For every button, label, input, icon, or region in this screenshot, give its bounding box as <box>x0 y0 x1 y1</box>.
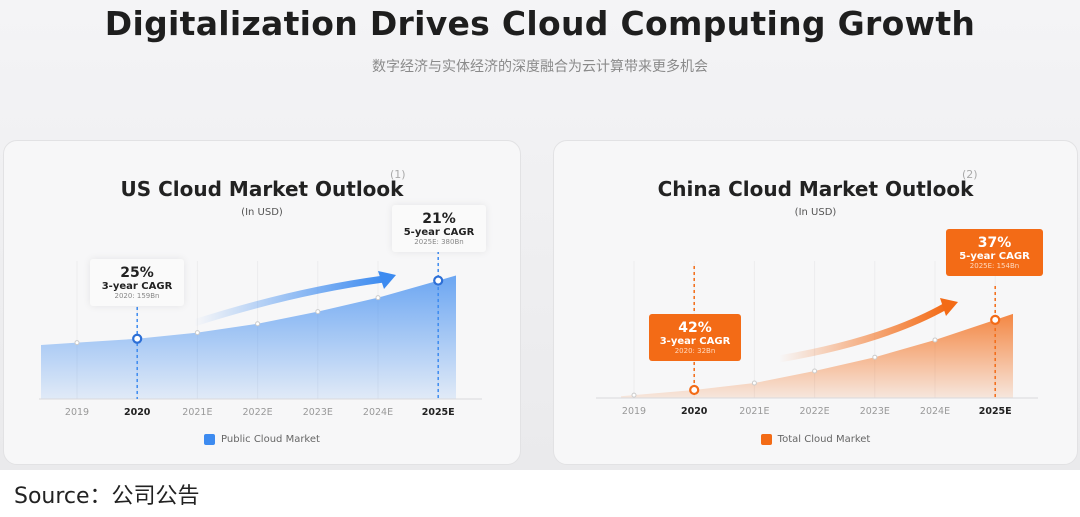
chart-unit: (In USD) <box>794 207 837 218</box>
china-chart-card: China Cloud Market Outlook (2) (In USD) … <box>553 140 1078 465</box>
page-title: Digitalization Drives Cloud Computing Gr… <box>104 4 976 43</box>
page-subtitle: 数字经济与实体经济的深度融合为云计算带来更多机会 <box>372 59 708 75</box>
data-point <box>689 384 700 396</box>
data-point <box>990 314 1001 325</box>
callout-value: 2025E: 380Bn <box>414 238 464 246</box>
callout-2025e: 21% 5-year CAGR 2025E: 380Bn <box>392 205 486 252</box>
legend-swatch <box>204 434 216 445</box>
area-series <box>621 313 1013 398</box>
callout-value: 2020: 159Bn <box>114 292 160 300</box>
arrow-head-icon <box>378 271 396 289</box>
footnote-marker: (2) <box>962 168 978 181</box>
x-tick-label: 2023E <box>303 407 333 418</box>
x-tick-label: 2022E <box>243 407 273 418</box>
chart-legend: Public Cloud Market <box>4 434 520 445</box>
legend-label: Public Cloud Market <box>221 434 320 445</box>
callout-pct: 42% <box>678 320 712 336</box>
callout-pct: 25% <box>120 265 154 281</box>
data-point <box>132 333 143 344</box>
chart-plot: 2019 2020 2021E 2022E 2023E 2024E 2025E <box>39 251 482 418</box>
us-chart-card: US Cloud Market Outlook (1) (In USD) 201… <box>3 140 521 465</box>
callout-label: 3-year CAGR <box>101 281 173 292</box>
footnote-marker: (1) <box>390 168 406 181</box>
x-tick-label: 2023E <box>860 406 890 417</box>
data-point <box>812 368 818 374</box>
x-tick-label: 2025E <box>422 407 455 418</box>
data-point <box>631 392 637 398</box>
data-point <box>255 321 261 327</box>
callout-value: 2020: 32Bn <box>674 347 716 355</box>
area-series <box>41 275 456 399</box>
x-tick-label: 2019 <box>65 407 89 418</box>
x-tick-label: 2019 <box>622 406 646 417</box>
data-point <box>194 330 200 336</box>
legend-swatch <box>760 434 772 445</box>
source-note: Source：公司公告 <box>14 484 200 509</box>
data-point <box>872 354 878 360</box>
callout-pct: 21% <box>422 211 456 227</box>
chart-unit: (In USD) <box>241 207 283 218</box>
data-point <box>74 340 80 346</box>
callout-pct: 37% <box>977 235 1012 251</box>
x-tick-label: 2022E <box>800 406 830 417</box>
callout-2020: 42% 3-year CAGR 2020: 32Bn <box>649 314 741 361</box>
chart-title: US Cloud Market Outlook <box>120 177 404 201</box>
chart-legend: Total Cloud Market <box>554 434 1077 445</box>
callout-label: 5-year CAGR <box>403 227 475 238</box>
callout-value: 2025E: 154Bn <box>969 262 1020 270</box>
callout-label: 5-year CAGR <box>959 251 1030 262</box>
chart-plot: 2019 2020 2021E 2022E 2023E 2024E 2025E <box>596 261 1038 417</box>
x-tick-label: 2024E <box>363 407 393 418</box>
trend-arrow <box>778 302 948 363</box>
x-tick-label: 2021E <box>739 406 769 417</box>
data-point <box>932 337 938 343</box>
data-point <box>433 275 444 286</box>
callout-label: 3-year CAGR <box>659 336 731 347</box>
callout-2020: 25% 3-year CAGR 2020: 159Bn <box>90 259 184 306</box>
arrow-head-icon <box>940 298 958 316</box>
data-point <box>315 309 321 315</box>
x-tick-label: 2020 <box>681 406 708 417</box>
x-tick-label: 2025E <box>979 406 1012 417</box>
x-tick-label: 2024E <box>920 406 950 417</box>
x-tick-label: 2020 <box>124 407 151 418</box>
x-tick-label: 2021E <box>182 407 212 418</box>
trend-arrow <box>192 275 385 327</box>
chart-title: China Cloud Market Outlook <box>657 177 974 201</box>
data-point <box>375 295 381 301</box>
callout-2025e: 37% 5-year CAGR 2025E: 154Bn <box>946 229 1043 276</box>
data-point <box>751 380 757 386</box>
legend-label: Total Cloud Market <box>777 434 871 445</box>
